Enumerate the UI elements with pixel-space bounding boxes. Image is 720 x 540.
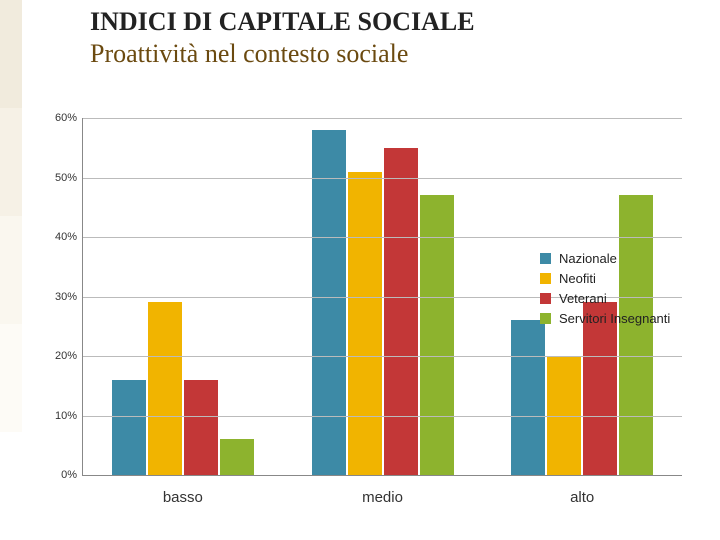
bar — [312, 130, 346, 475]
bar — [511, 320, 545, 475]
bar — [348, 172, 382, 475]
y-tick-label: 30% — [55, 291, 83, 303]
legend-item: Neofiti — [540, 271, 710, 286]
grid-line — [83, 118, 682, 119]
grid-line — [83, 416, 682, 417]
chart: bassomedioalto 0%10%20%30%40%50%60% Nazi… — [40, 118, 696, 520]
legend-label: Nazionale — [559, 251, 617, 266]
grid-line — [83, 237, 682, 238]
bar — [148, 302, 182, 475]
x-label: medio — [283, 475, 483, 506]
legend-label: Veterani — [559, 291, 607, 306]
y-tick-label: 0% — [61, 469, 83, 481]
grid-line — [83, 178, 682, 179]
legend: Nazionale Neofiti Veterani Servitori Insegn… — [540, 246, 710, 331]
y-tick-label: 40% — [55, 231, 83, 243]
legend-item: Servitori Insegnanti — [540, 311, 710, 326]
title-line-1: INDICI DI CAPITALE SOCIALE — [90, 8, 700, 37]
bar — [184, 380, 218, 475]
title-block: INDICI DI CAPITALE SOCIALE Proattività n… — [90, 8, 700, 68]
bar — [112, 380, 146, 475]
page: INDICI DI CAPITALE SOCIALE Proattività n… — [0, 0, 720, 540]
y-tick-label: 20% — [55, 350, 83, 362]
title-line-2: Proattività nel contesto sociale — [90, 39, 700, 69]
legend-label: Servitori Insegnanti — [559, 311, 670, 326]
legend-swatch — [540, 293, 551, 304]
legend-swatch — [540, 253, 551, 264]
x-label: alto — [482, 475, 682, 506]
legend-item: Veterani — [540, 291, 710, 306]
legend-swatch — [540, 313, 551, 324]
decorative-stripes — [0, 0, 22, 540]
legend-swatch — [540, 273, 551, 284]
y-tick-label: 60% — [55, 112, 83, 124]
legend-item: Nazionale — [540, 251, 710, 266]
bar — [384, 148, 418, 475]
x-label: basso — [83, 475, 283, 506]
grid-line — [83, 356, 682, 357]
y-tick-label: 10% — [55, 410, 83, 422]
legend-label: Neofiti — [559, 271, 596, 286]
y-tick-label: 50% — [55, 172, 83, 184]
bar — [220, 439, 254, 475]
